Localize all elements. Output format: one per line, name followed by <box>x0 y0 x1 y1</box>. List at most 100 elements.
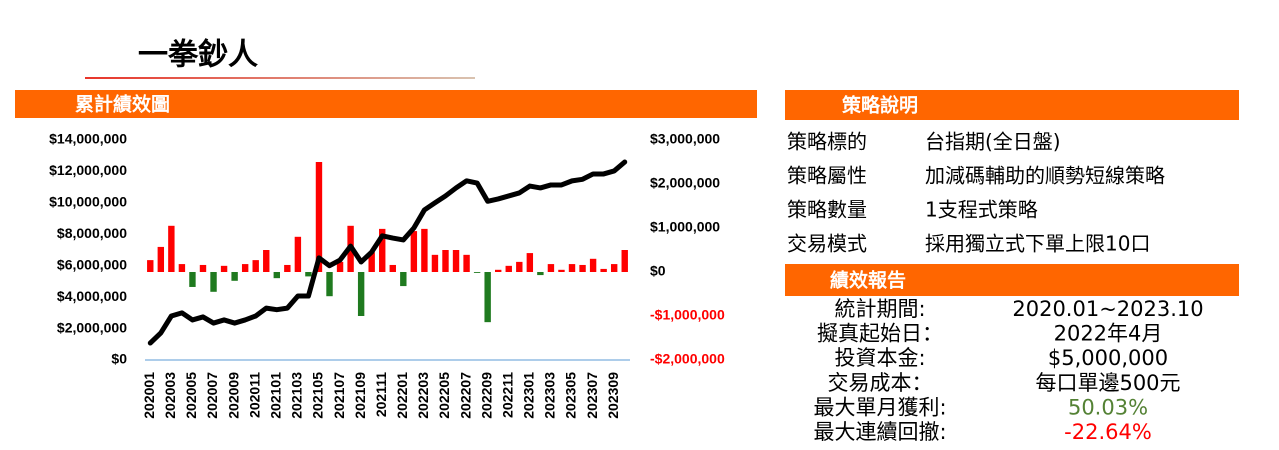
bar <box>431 254 439 272</box>
x-tick-label: 202111 <box>373 372 389 417</box>
report-label: 最大單月獲利: <box>813 395 946 419</box>
bar <box>495 269 502 272</box>
x-tick-label: 202001 <box>141 372 157 419</box>
report-label: 交易成本： <box>828 371 933 395</box>
bar <box>610 264 618 272</box>
bar <box>368 252 375 272</box>
strategy-label: 策略數量 <box>787 198 867 222</box>
strategy-header <box>785 90 1239 120</box>
strategy-value: 採用獨立式下單上限10口 <box>925 232 1150 256</box>
bar <box>147 260 154 272</box>
report-label: 最大連續回撤: <box>813 420 946 444</box>
bar <box>484 272 491 323</box>
bar <box>231 272 238 281</box>
report-value: 每口單邊500元 <box>1035 371 1180 395</box>
bar <box>452 250 460 272</box>
report-title: 績效報告 <box>830 269 906 292</box>
x-tick-label: 202011 <box>246 372 262 418</box>
x-tick-label: 202209 <box>478 372 494 419</box>
report-value: $5,000,000 <box>1048 346 1168 370</box>
y-tick-label: $2,000,000 <box>57 319 127 335</box>
report-value: 50.03% <box>1068 395 1148 419</box>
bar <box>558 269 565 272</box>
x-tick-label: 202303 <box>542 372 558 419</box>
strategy-value: 台指期(全日盤) <box>925 130 1061 154</box>
x-tick-label: 202105 <box>310 372 326 419</box>
bar <box>421 228 428 272</box>
bar <box>547 264 555 272</box>
x-tick-label: 202307 <box>584 372 600 419</box>
bar <box>389 264 396 272</box>
bar <box>315 162 323 272</box>
page-title: 一拳鈔人 <box>138 38 258 73</box>
bar <box>220 265 228 272</box>
bar <box>305 272 312 277</box>
bar <box>357 272 365 316</box>
strategy-value: 1支程式策略 <box>925 198 1038 222</box>
report-value: 2020.01~2023.10 <box>1012 297 1203 321</box>
x-tick-label: 202201 <box>394 372 410 419</box>
bar <box>463 254 470 272</box>
bar <box>252 260 259 272</box>
chart-title: 累計績效圖 <box>75 93 170 116</box>
strategy-label: 策略屬性 <box>787 164 867 188</box>
bar <box>336 261 344 272</box>
x-tick-label: 202103 <box>289 372 305 419</box>
bar <box>294 236 302 272</box>
bar <box>168 225 175 272</box>
x-tick-label: 202305 <box>563 372 579 419</box>
bar <box>589 258 597 272</box>
y2-tick-label: $0 <box>650 263 666 279</box>
y2-tick-label: $2,000,000 <box>650 175 720 191</box>
bar <box>600 268 607 272</box>
y-tick-label: $10,000,000 <box>49 194 127 210</box>
x-tick-label: 202003 <box>162 372 178 419</box>
x-tick-label: 202203 <box>415 372 431 419</box>
x-tick-label: 202101 <box>267 372 283 419</box>
bar <box>157 246 165 272</box>
x-tick-label: 202005 <box>183 372 199 419</box>
bar <box>210 272 217 292</box>
y-tick-label: $6,000,000 <box>57 256 127 272</box>
bar <box>442 250 449 272</box>
x-tick-label: 202309 <box>605 372 621 419</box>
report-label: 投資本金: <box>834 346 925 370</box>
strategy-value: 加減碼輔助的順勢短線策略 <box>925 164 1165 188</box>
bar <box>579 264 586 272</box>
report-label: 擬真起始日： <box>817 322 943 346</box>
report-value: 2022年4月 <box>1054 322 1163 346</box>
title-underline <box>85 77 475 79</box>
bar <box>568 264 576 272</box>
bar <box>199 264 207 272</box>
report-header <box>785 264 1239 296</box>
bar <box>263 250 270 272</box>
strategy-title: 策略說明 <box>842 94 918 117</box>
y2-tick-label: $3,000,000 <box>650 131 720 147</box>
bar <box>473 272 481 273</box>
bar <box>326 272 333 297</box>
x-tick-label: 202107 <box>331 372 347 419</box>
x-tick-label: 202009 <box>225 372 241 419</box>
bar <box>410 231 418 272</box>
x-tick-label: 202211 <box>499 372 515 418</box>
bar <box>526 253 534 272</box>
x-tick-label: 202007 <box>204 372 220 419</box>
report-value: -22.64% <box>1064 420 1152 444</box>
x-tick-label: 202301 <box>521 372 537 419</box>
bar <box>189 272 196 287</box>
y2-tick-label: -$2,000,000 <box>650 351 725 367</box>
bar <box>400 272 407 287</box>
y2-tick-label: $1,000,000 <box>650 219 720 235</box>
y-tick-label: $12,000,000 <box>49 162 127 178</box>
bar <box>379 228 386 272</box>
bar <box>178 264 186 272</box>
chart-header <box>15 90 757 118</box>
y-tick-label: $14,000,000 <box>49 131 127 147</box>
bar <box>537 272 544 276</box>
bar <box>516 261 523 272</box>
x-tick-label: 202109 <box>352 372 368 419</box>
line <box>147 159 628 346</box>
y2-tick-label: -$1,000,000 <box>650 307 725 323</box>
strategy-label: 交易模式 <box>787 232 867 256</box>
